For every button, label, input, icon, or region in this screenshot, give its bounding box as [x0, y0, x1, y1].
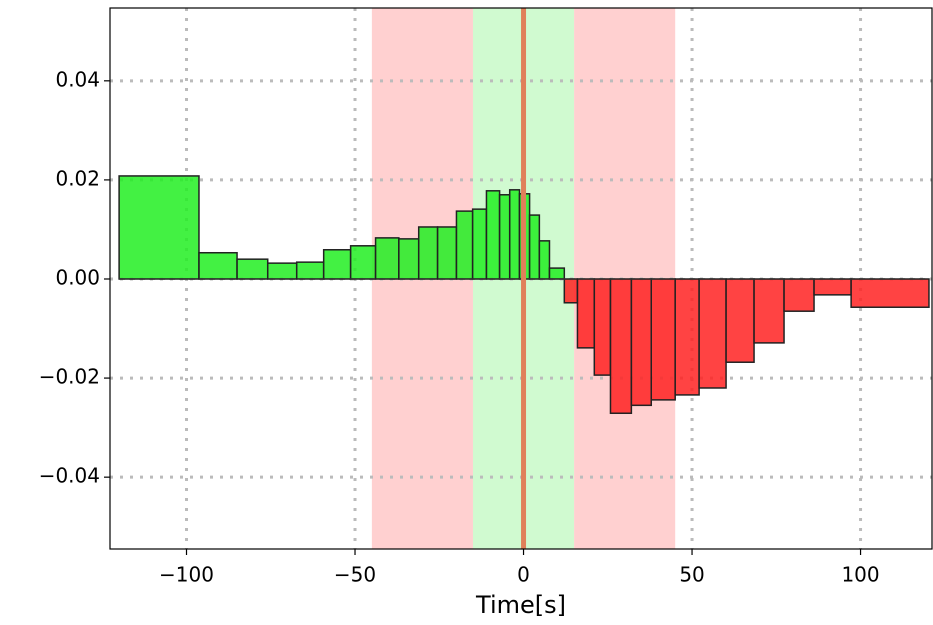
bar — [576, 278, 596, 349]
bar — [593, 278, 612, 376]
bar — [508, 189, 521, 280]
bar — [198, 251, 238, 280]
bar — [417, 226, 439, 280]
x-tick-label: −100 — [159, 563, 214, 587]
y-tick-label: −0.04 — [39, 464, 100, 488]
bar — [674, 278, 700, 396]
bar — [563, 278, 579, 304]
bar — [374, 237, 400, 280]
bar — [813, 278, 852, 296]
bar — [609, 278, 633, 415]
bar — [398, 238, 420, 280]
x-tick-label: 50 — [679, 563, 704, 587]
bar — [850, 278, 930, 308]
bar — [349, 245, 377, 280]
bar — [295, 261, 325, 280]
bar — [498, 194, 511, 280]
bar — [118, 175, 200, 280]
plot-frame — [109, 7, 933, 550]
bar — [485, 190, 501, 280]
bar — [266, 262, 298, 280]
x-tick-label: 0 — [517, 563, 530, 587]
y-tick-label: 0.04 — [55, 67, 100, 91]
x-tick-label: 100 — [841, 563, 879, 587]
bar — [548, 267, 566, 280]
bar — [538, 240, 551, 280]
bar — [630, 278, 653, 407]
y-tick-label: 0.02 — [55, 166, 100, 190]
bar — [698, 278, 727, 389]
y-tick-label: −0.02 — [39, 365, 100, 389]
bar — [783, 278, 815, 312]
bar — [322, 249, 352, 280]
y-tick-label: 0.00 — [55, 265, 100, 289]
bar — [236, 258, 269, 280]
x-axis-label: Time[s] — [475, 591, 566, 619]
bar — [725, 278, 755, 363]
bar — [455, 210, 474, 280]
bar — [650, 278, 676, 401]
bar — [528, 214, 541, 280]
x-tick-label: −50 — [334, 563, 376, 587]
bar — [753, 278, 785, 344]
bar — [471, 208, 488, 280]
bar — [436, 226, 458, 280]
